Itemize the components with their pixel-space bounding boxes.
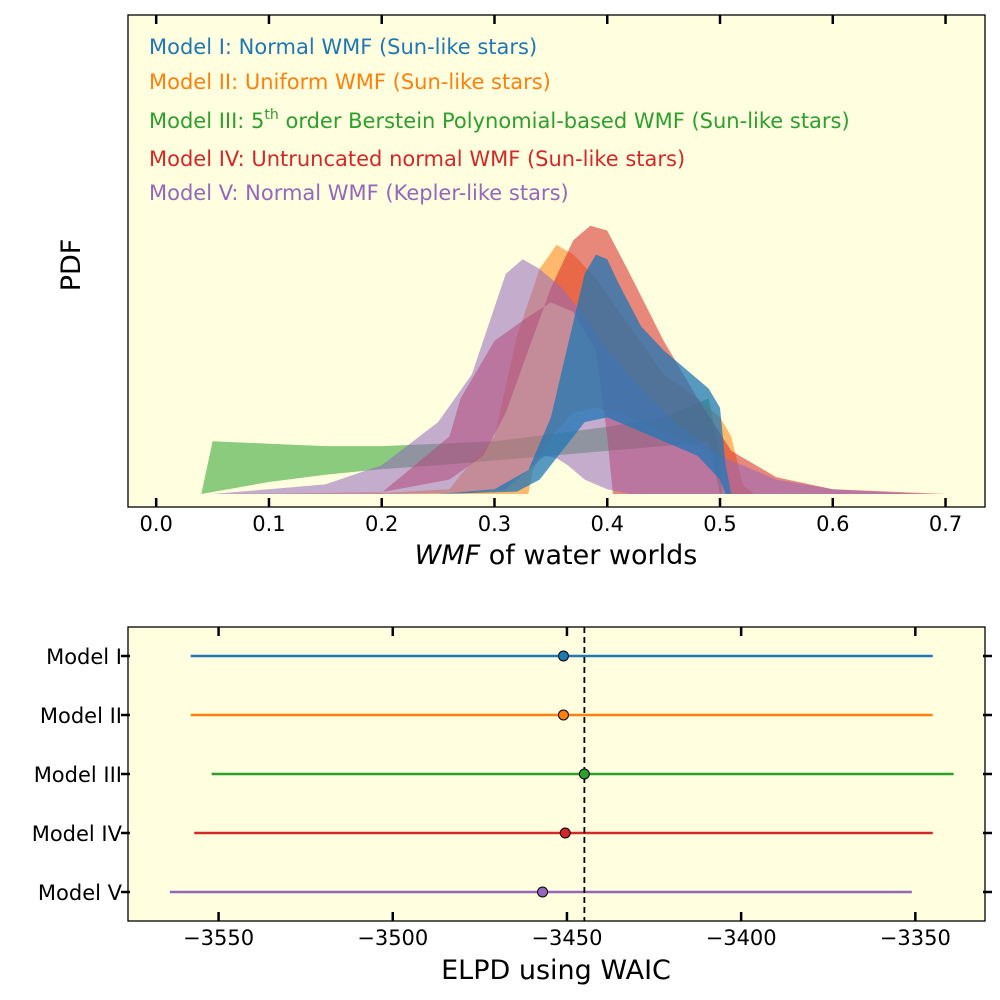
elpd-x-tick-label: −3350 — [880, 926, 951, 950]
pdf-x-axis-label-italic: WMF — [415, 540, 481, 571]
elpd-x-tick-label: −3450 — [531, 926, 602, 950]
pdf-x-tick-label: 0.6 — [816, 512, 849, 536]
elpd-y-tick-label: Model V — [38, 881, 123, 905]
pdf-x-axis-label-rest: of water worlds — [480, 540, 697, 571]
elpd-point-model-4 — [559, 827, 571, 839]
legend-entry-model-1: Model I: Normal WMF (Sun-like stars) — [149, 35, 537, 59]
elpd-point-model-5 — [537, 886, 549, 898]
elpd-x-tick-label: −3400 — [706, 926, 777, 950]
pdf-x-tick-label: 0.2 — [365, 512, 398, 536]
pdf-y-axis-label: PDF — [56, 239, 87, 292]
elpd-points-group — [537, 650, 590, 898]
elpd-x-tick-label: −3550 — [183, 926, 254, 950]
pdf-legend: Model I: Normal WMF (Sun-like stars) Mod… — [149, 35, 850, 205]
legend-entry-model-2: Model II: Uniform WMF (Sun-like stars) — [149, 70, 551, 94]
elpd-x-tick-label: −3500 — [357, 926, 428, 950]
pdf-x-tick-label: 0.4 — [591, 512, 624, 536]
elpd-chart-panel: −3550 −3500 −3450 −3400 −3350 Model I Model II… — [32, 626, 992, 986]
legend-entry-model-4: Model IV: Untruncated normal WMF (Sun-li… — [149, 147, 685, 171]
pdf-plot-frame — [127, 14, 986, 508]
legend-entry-model-3-prefix: Model III: 5 — [149, 109, 264, 133]
pdf-area-model-1 — [438, 254, 732, 494]
elpd-point-model-3 — [578, 768, 590, 780]
elpd-point-model-2 — [557, 709, 569, 721]
pdf-x-tick-label: 0.1 — [252, 512, 285, 536]
pdf-x-axis-label: WMF of water worlds — [415, 540, 698, 571]
legend-entry-model-3: Model III: 5th order Berstein Polynomial… — [149, 107, 850, 133]
pdf-x-tick-label: 0.3 — [478, 512, 511, 536]
legend-entry-model-3-superscript: th — [264, 107, 278, 123]
elpd-ticks: −3550 −3500 −3450 −3400 −3350 Model I Model II… — [32, 627, 992, 950]
pdf-series-group — [201, 225, 946, 495]
elpd-y-tick-label: Model III — [34, 763, 122, 787]
pdf-chart-panel: 0.0 0.1 0.2 0.3 0.4 0.5 0.6 0.7 Model I: Normal… — [56, 14, 986, 571]
elpd-y-tick-label: Model IV — [32, 822, 123, 846]
pdf-x-tick-label: 0.0 — [139, 512, 172, 536]
elpd-y-tick-label: Model I — [46, 645, 122, 669]
elpd-point-model-1 — [557, 650, 569, 662]
pdf-x-ticks: 0.0 0.1 0.2 0.3 0.4 0.5 0.6 0.7 — [139, 15, 962, 536]
legend-entry-model-5: Model V: Normal WMF (Kepler-like stars) — [149, 181, 569, 205]
pdf-x-tick-label: 0.7 — [929, 512, 962, 536]
legend-entry-model-3-suffix: order Berstein Polynomial-based WMF (Sun… — [279, 109, 850, 133]
elpd-y-tick-label: Model II — [40, 704, 122, 728]
elpd-x-axis-label: ELPD using WAIC — [441, 955, 671, 986]
pdf-x-tick-label: 0.5 — [703, 512, 736, 536]
